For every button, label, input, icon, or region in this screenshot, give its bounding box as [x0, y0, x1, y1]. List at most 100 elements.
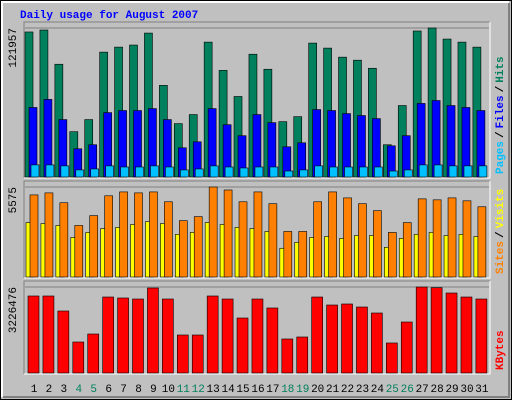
bar — [59, 202, 69, 278]
bar — [135, 166, 144, 178]
x-tick-label: 11 — [177, 384, 191, 396]
bar — [374, 166, 383, 178]
y-tick-label: 5575 — [8, 187, 20, 213]
bar — [149, 191, 158, 278]
bar — [314, 165, 323, 178]
panel-bevel — [24, 281, 491, 375]
x-tick-label: 24 — [371, 384, 385, 396]
legend-separator: / — [495, 85, 507, 92]
bar — [328, 191, 337, 278]
bar — [42, 295, 55, 374]
bar — [180, 169, 189, 178]
bar — [27, 295, 40, 374]
x-tick-label: 9 — [150, 384, 157, 396]
bar — [447, 197, 457, 278]
x-tick-label: 16 — [251, 384, 264, 396]
bar — [102, 296, 114, 374]
panel-bevel — [23, 21, 490, 178]
bar — [162, 298, 174, 374]
bar — [60, 165, 70, 178]
bar — [400, 321, 413, 374]
y-tick-label: 3226476 — [8, 287, 20, 333]
bar — [119, 191, 128, 278]
chart-title: Daily usage for August 2007 — [20, 10, 198, 22]
bar — [238, 201, 248, 278]
bar — [313, 201, 322, 278]
x-tick-label: 4 — [75, 384, 82, 396]
legend-entry: Sites — [495, 241, 507, 274]
x-tick-label: 15 — [236, 384, 249, 396]
legend-entry: KBytes — [495, 330, 507, 370]
legend-separator: / — [495, 231, 507, 238]
bar — [223, 189, 233, 278]
x-tick-label: 28 — [431, 384, 444, 396]
bar — [284, 170, 294, 178]
bar — [74, 225, 84, 278]
bar — [462, 200, 472, 278]
bar — [134, 192, 143, 278]
x-tick-label: 13 — [207, 384, 220, 396]
bar — [254, 166, 264, 178]
bar — [224, 166, 234, 178]
x-tick-label: 30 — [460, 384, 473, 396]
bar — [44, 192, 54, 278]
bar — [72, 341, 85, 374]
bar — [90, 168, 100, 178]
bar — [356, 306, 368, 374]
bar — [194, 168, 204, 178]
bar — [329, 166, 338, 178]
bar — [460, 296, 473, 374]
x-tick-label: 18 — [281, 384, 294, 396]
bar — [147, 287, 159, 374]
legend: Sites / Visits — [495, 189, 507, 274]
bar — [463, 165, 473, 178]
x-tick-label: 21 — [326, 384, 340, 396]
bar — [371, 312, 383, 374]
bar — [358, 203, 367, 278]
bar — [57, 310, 70, 374]
bar — [87, 333, 100, 374]
x-tick-label: 6 — [105, 384, 112, 396]
legend-entry: Pages — [495, 141, 507, 174]
bar — [236, 317, 249, 374]
x-tick-label: 22 — [341, 384, 354, 396]
bar — [253, 191, 263, 278]
x-tick-label: 10 — [162, 384, 175, 396]
bar — [251, 298, 264, 374]
legend: Pages / Files / Hits — [495, 56, 507, 174]
bar — [326, 304, 338, 374]
x-tick-label: 27 — [416, 384, 429, 396]
bar — [177, 334, 189, 374]
bar — [30, 164, 40, 178]
bar — [165, 166, 174, 178]
x-tick-label: 7 — [120, 384, 127, 396]
bar — [433, 164, 443, 178]
bar — [344, 166, 353, 178]
bar — [298, 231, 308, 278]
legend-separator: / — [495, 131, 507, 138]
x-tick-label: 19 — [296, 384, 309, 396]
x-tick-label: 12 — [192, 384, 205, 396]
bar — [89, 215, 99, 278]
bar — [164, 201, 173, 278]
bar — [478, 165, 488, 178]
bar — [104, 195, 113, 278]
bar — [29, 194, 39, 278]
bar — [373, 210, 382, 278]
panel-bevel — [23, 280, 490, 374]
y-tick-label: 121957 — [8, 28, 20, 68]
x-tick-label: 2 — [46, 384, 53, 396]
legend-entry: Visits — [495, 189, 507, 229]
x-tick-label: 1 — [31, 384, 38, 396]
bar — [386, 342, 398, 374]
bar — [403, 169, 413, 178]
bar — [206, 295, 219, 374]
x-tick-label: 5 — [90, 384, 97, 396]
x-tick-label: 20 — [311, 384, 324, 396]
bar — [341, 303, 353, 374]
bar — [359, 166, 368, 178]
bar — [191, 334, 204, 374]
legend-entry: Files — [495, 95, 507, 128]
bar — [45, 164, 55, 178]
